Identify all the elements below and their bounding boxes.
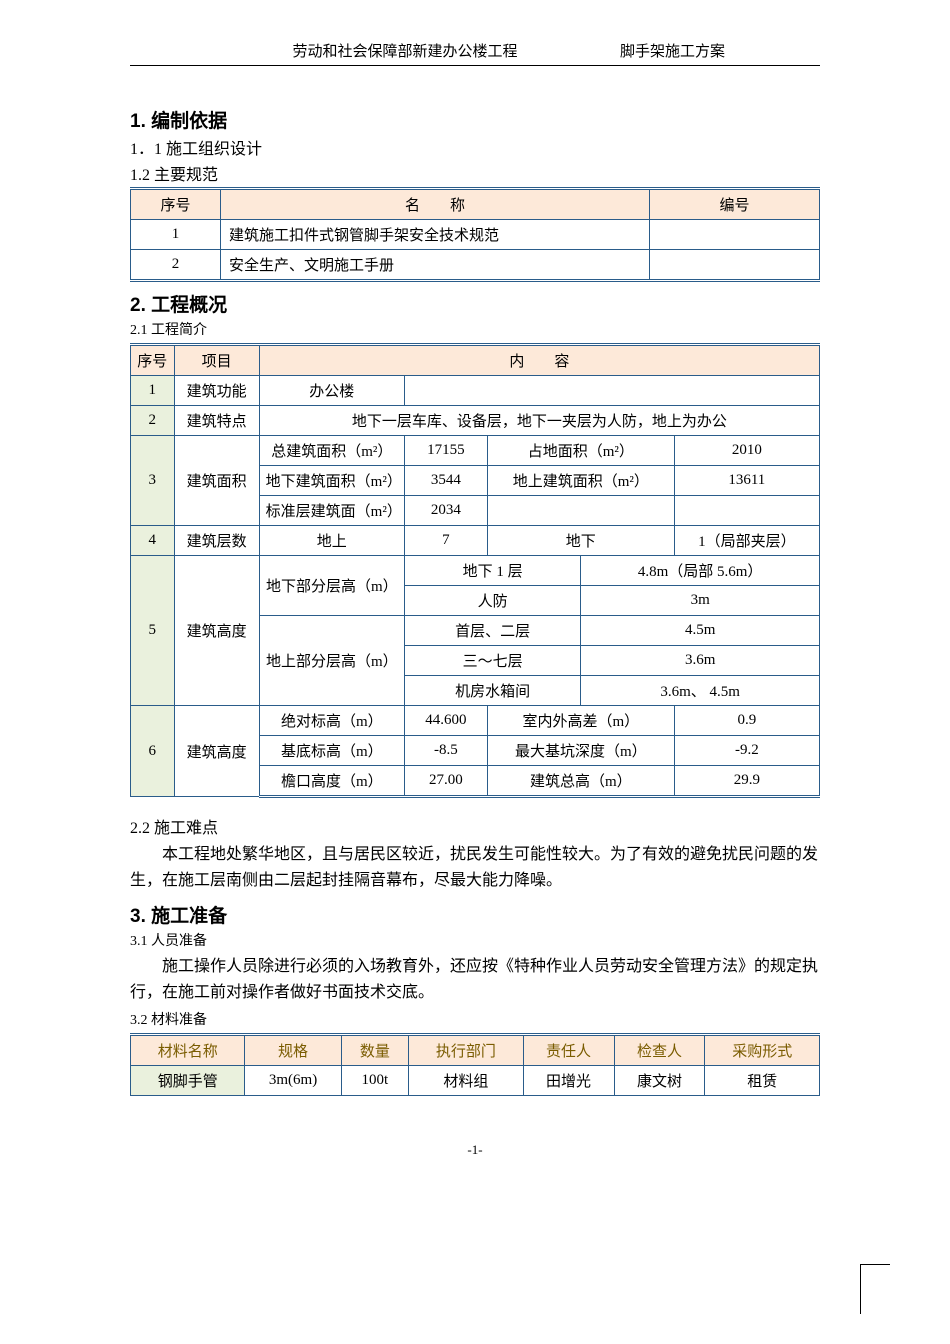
t3-h7: 采购形式 — [705, 1035, 820, 1066]
t2-r6-no: 6 — [131, 706, 175, 797]
t2-r1-item: 建筑功能 — [174, 376, 259, 406]
section-1-1: 1．1 施工组织设计 — [130, 135, 820, 159]
t3-r1c6: 康文树 — [614, 1066, 705, 1096]
section-2-title: 2. 工程概况 — [130, 290, 820, 317]
t2-r6-b1: 室内外高差（m） — [487, 706, 674, 736]
t2-r6-a2: 基底标高（m） — [259, 736, 404, 766]
section-2-1: 2.1 工程简介 — [130, 319, 820, 339]
t2-r4-a: 地上 — [259, 526, 404, 556]
t2-r6-v3: 27.00 — [404, 766, 487, 797]
para-3-1: 施工操作人员除进行必须的入场教育外，还应按《特种作业人员劳动安全管理方法》的规定… — [130, 954, 820, 1005]
t2-r5-b3: 机房水箱间 — [404, 676, 580, 706]
t2-r3-w2: 13611 — [674, 466, 819, 496]
table-materials: 材料名称 规格 数量 执行部门 责任人 检查人 采购形式 钢脚手管 3m(6m)… — [130, 1033, 820, 1096]
t2-r3-b1: 占地面积（m²） — [487, 436, 674, 466]
t3-h1: 材料名称 — [131, 1035, 245, 1066]
t2-r5-b2v: 3.6m — [581, 646, 820, 676]
t1-h3: 编号 — [650, 189, 820, 220]
t3-h5: 责任人 — [523, 1035, 614, 1066]
t3-r1c2: 3m(6m) — [245, 1066, 341, 1096]
para-2-2: 本工程地处繁华地区，且与居民区较近，扰民发生可能性较大。为了有效的避免扰民问题的… — [130, 842, 820, 893]
t3-r1c5: 田增光 — [523, 1066, 614, 1096]
t2-r4-no: 4 — [131, 526, 175, 556]
t2-r5-a1: 地下 1 层 — [404, 556, 580, 586]
t2-r3-v1: 17155 — [404, 436, 487, 466]
header-right: 脚手架施工方案 — [620, 40, 820, 61]
t2-r3-v3: 2034 — [404, 496, 487, 526]
t1-r2c2: 安全生产、文明施工手册 — [221, 250, 650, 281]
section-2-2: 2.2 施工难点 — [130, 814, 820, 838]
header-left: 劳动和社会保障部新建办公楼工程 — [130, 40, 620, 61]
page-header: 劳动和社会保障部新建办公楼工程 脚手架施工方案 — [130, 40, 820, 66]
t2-r4-item: 建筑层数 — [174, 526, 259, 556]
t3-h4: 执行部门 — [409, 1035, 523, 1066]
section-3-1: 3.1 人员准备 — [130, 930, 820, 950]
t2-r4-w: 1（局部夹层） — [674, 526, 819, 556]
t1-r1c3 — [650, 220, 820, 250]
t2-h-item: 项目 — [174, 345, 259, 376]
page-number: -1- — [130, 1136, 820, 1158]
section-3-title: 3. 施工准备 — [130, 901, 820, 928]
t2-r6-v2: -8.5 — [404, 736, 487, 766]
t2-r1-no: 1 — [131, 376, 175, 406]
t2-r6-a3: 檐口高度（m） — [259, 766, 404, 797]
t2-r6-w2: -9.2 — [674, 736, 819, 766]
t3-r1c7: 租赁 — [705, 1066, 820, 1096]
t2-r5-b2: 三～七层 — [404, 646, 580, 676]
t2-r3-no: 3 — [131, 436, 175, 526]
t2-h-content: 内 容 — [259, 345, 819, 376]
t3-h2: 规格 — [245, 1035, 341, 1066]
t2-r3-a3: 标准层建筑面（m²） — [259, 496, 404, 526]
t3-r1c1: 钢脚手管 — [131, 1066, 245, 1096]
t2-r5-a2v: 3m — [581, 586, 820, 616]
t1-r1c2: 建筑施工扣件式钢管脚手架安全技术规范 — [221, 220, 650, 250]
t2-r6-w3: 29.9 — [674, 766, 819, 797]
t2-r5-a: 地下部分层高（m） — [259, 556, 404, 616]
t2-r3-item: 建筑面积 — [174, 436, 259, 526]
t3-r1c4: 材料组 — [409, 1066, 523, 1096]
t2-r3-v2: 3544 — [404, 466, 487, 496]
t1-r2c1: 2 — [131, 250, 221, 281]
t2-r6-item: 建筑高度 — [174, 706, 259, 797]
t2-r5-item: 建筑高度 — [174, 556, 259, 706]
t2-r6-v1: 44.600 — [404, 706, 487, 736]
section-1-2: 1.2 主要规范 — [130, 161, 820, 185]
t2-r3-b2: 地上建筑面积（m²） — [487, 466, 674, 496]
t2-r2-item: 建筑特点 — [174, 406, 259, 436]
t3-h6: 检查人 — [614, 1035, 705, 1066]
t2-r2-no: 2 — [131, 406, 175, 436]
t2-h-no: 序号 — [131, 345, 175, 376]
t1-h2: 名 称 — [221, 189, 650, 220]
t2-r5-no: 5 — [131, 556, 175, 706]
t1-r2c3 — [650, 250, 820, 281]
t2-r6-b3: 建筑总高（m） — [487, 766, 674, 797]
t2-r4-v: 7 — [404, 526, 487, 556]
t2-r5-b: 地上部分层高（m） — [259, 616, 404, 706]
t2-r2-c: 地下一层车库、设备层，地下一夹层为人防，地上为办公 — [259, 406, 819, 436]
section-1-title: 1. 编制依据 — [130, 106, 820, 133]
table-basis: 序号 名 称 编号 1 建筑施工扣件式钢管脚手架安全技术规范 2 安全生产、文明… — [130, 187, 820, 282]
t3-r1c3: 100t — [341, 1066, 408, 1096]
t2-r6-w1: 0.9 — [674, 706, 819, 736]
t2-r5-b1v: 4.5m — [581, 616, 820, 646]
t2-r3-a2: 地下建筑面积（m²） — [259, 466, 404, 496]
t2-r1-c: 办公楼 — [259, 376, 404, 406]
table-overview: 序号 项目 内 容 1 建筑功能 办公楼 2 建筑特点 地下一层车库、设备层，地… — [130, 343, 820, 798]
t2-r4-b: 地下 — [487, 526, 674, 556]
t2-r5-b1: 首层、二层 — [404, 616, 580, 646]
t2-r5-a1v: 4.8m（局部 5.6m） — [581, 556, 820, 586]
t2-r5-a2: 人防 — [404, 586, 580, 616]
t2-r6-b2: 最大基坑深度（m） — [487, 736, 674, 766]
page-corner-mark — [860, 1264, 890, 1314]
t1-r1c1: 1 — [131, 220, 221, 250]
t2-r3-w1: 2010 — [674, 436, 819, 466]
t2-r3-a1: 总建筑面积（m²） — [259, 436, 404, 466]
t2-r6-a1: 绝对标高（m） — [259, 706, 404, 736]
t1-h1: 序号 — [131, 189, 221, 220]
section-3-2: 3.2 材料准备 — [130, 1009, 820, 1029]
t2-r5-b3v: 3.6m、 4.5m — [581, 676, 820, 706]
t3-h3: 数量 — [341, 1035, 408, 1066]
